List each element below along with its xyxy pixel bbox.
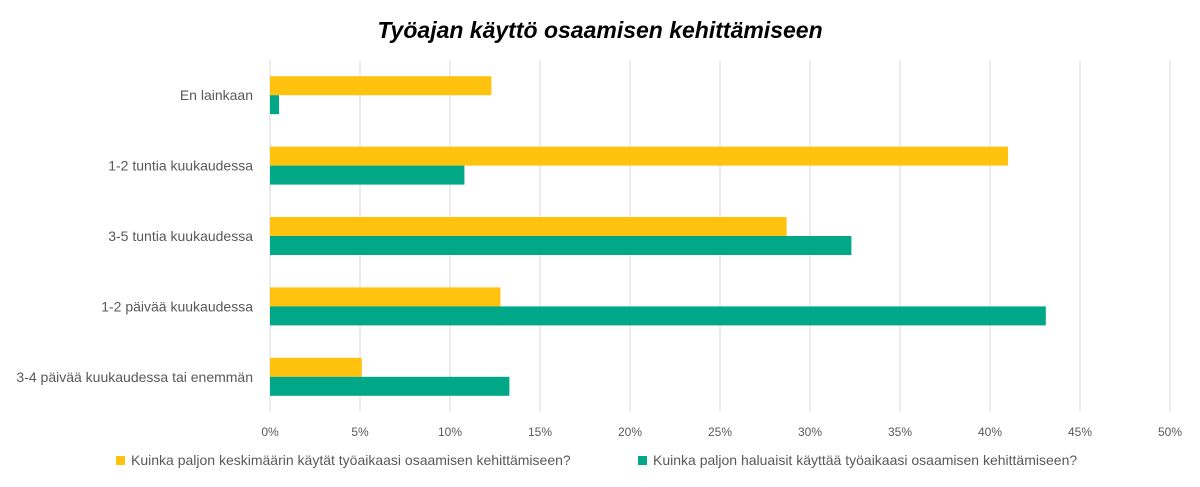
x-tick-label: 30% <box>798 425 822 439</box>
legend-swatch <box>638 456 647 465</box>
legend-label: Kuinka paljon keskimäärin käytät työaika… <box>131 452 571 468</box>
bar-series-1 <box>270 357 362 377</box>
bars <box>270 76 1046 396</box>
bar-series-1 <box>270 217 787 236</box>
category-labels: En lainkaan 1-2 tuntia kuukaudessa 3-5 tun… <box>16 87 253 385</box>
x-tick-label: 10% <box>438 425 462 439</box>
x-tick-label: 35% <box>888 425 912 439</box>
bar-series-2 <box>270 306 1046 326</box>
x-tick-label: 5% <box>351 425 369 439</box>
bar-series-1 <box>270 146 1008 166</box>
legend: Kuinka paljon keskimäärin käytät työaika… <box>116 452 1077 468</box>
category-label: 1-2 tuntia kuukaudessa <box>108 158 253 174</box>
x-tick-label: 15% <box>528 425 552 439</box>
bar-series-2 <box>270 165 465 185</box>
x-tick-label: 20% <box>618 425 642 439</box>
chart-title: Työajan käyttö osaamisen kehittämiseen <box>377 17 822 43</box>
x-tick-label: 40% <box>978 425 1002 439</box>
bar-series-1 <box>270 76 492 96</box>
legend-label: Kuinka paljon haluaisit käyttää työaikaa… <box>653 452 1077 468</box>
x-tick-label: 50% <box>1158 425 1182 439</box>
legend-swatch <box>116 456 125 465</box>
category-label: 1-2 päivää kuukaudessa <box>101 298 253 314</box>
category-label: 3-4 päivää kuukaudessa tai enemmän <box>16 369 253 385</box>
bar-series-2 <box>270 236 852 255</box>
x-tick-label: 0% <box>261 425 279 439</box>
bar-series-2 <box>270 376 510 396</box>
bar-series-1 <box>270 287 501 307</box>
bar-series-2 <box>270 95 279 115</box>
x-axis-tick-labels: 0% 5% 10% 15% 20% 25% 30% 35% 40% 45% 50% <box>261 425 1182 439</box>
x-tick-label: 45% <box>1068 425 1092 439</box>
category-label: En lainkaan <box>180 87 253 103</box>
category-label: 3-5 tuntia kuukaudessa <box>108 228 253 244</box>
x-tick-label: 25% <box>708 425 732 439</box>
